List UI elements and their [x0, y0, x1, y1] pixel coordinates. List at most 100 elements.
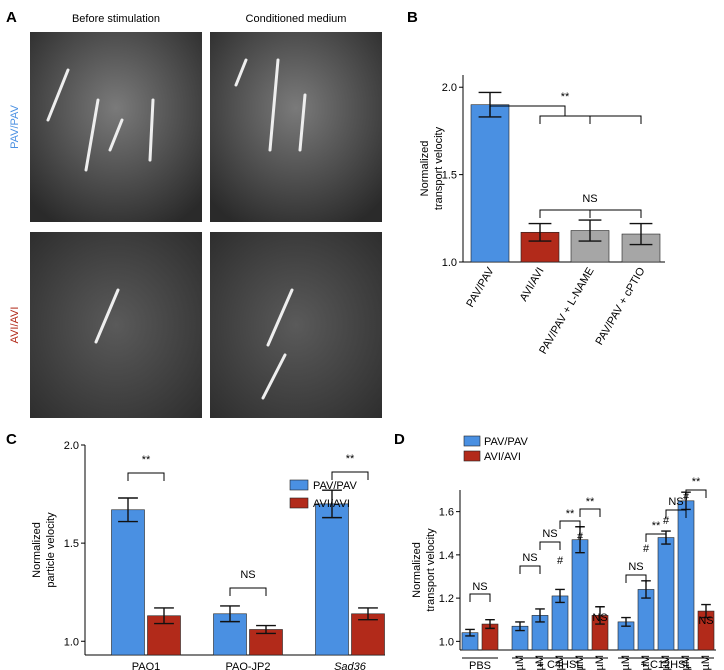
error-bar — [515, 621, 525, 632]
micrographs — [30, 32, 382, 418]
legend-swatch — [463, 450, 481, 462]
panel-label: A — [6, 9, 17, 26]
row-title: PAV/PAV — [9, 104, 21, 148]
bracket — [665, 509, 687, 518]
annotation: ** — [586, 496, 595, 508]
x-tick-label: PAV/PAV — [464, 265, 497, 310]
bar — [111, 509, 145, 656]
x-tick-label: AVI/AVI — [518, 266, 547, 304]
error-bar — [528, 222, 552, 242]
panel-label: D — [394, 431, 405, 448]
image — [210, 232, 382, 418]
annotation: # — [557, 555, 564, 567]
legend-swatch — [289, 497, 309, 509]
x-tick-label: 0.1 µM — [514, 655, 526, 670]
y-tick-label: 1.4 — [439, 550, 454, 562]
annotation: NS — [592, 612, 607, 624]
bracket — [489, 105, 642, 124]
annotation: ** — [561, 91, 570, 103]
bracket — [645, 533, 667, 542]
y-tick-label: 2.0 — [64, 440, 79, 452]
x-tick-label: 0.1 µM — [620, 655, 632, 670]
error-bar — [220, 605, 240, 623]
error-bar — [621, 616, 631, 627]
y-axis-label: Normalized — [31, 522, 43, 578]
annotation: NS — [522, 552, 537, 564]
error-bar — [322, 489, 342, 519]
x-tick-label: PAO-JP2 — [225, 661, 270, 670]
error-bar — [701, 603, 711, 619]
row-title: AVI/AVI — [9, 307, 21, 344]
y-tick-label: 1.6 — [439, 507, 454, 519]
panel-label: B — [407, 9, 418, 26]
y-tick-label: 1.0 — [64, 636, 79, 648]
bracket — [229, 587, 267, 596]
y-tick-label: 1.2 — [439, 593, 454, 605]
column-title: Before stimulation — [72, 13, 160, 25]
annotation: # — [643, 543, 650, 555]
y-axis-label: transport velocity — [433, 126, 445, 210]
bracket — [539, 541, 561, 550]
annotation: # — [663, 515, 670, 527]
image — [30, 32, 202, 222]
annotation: NS — [668, 496, 683, 508]
y-axis-label: particle velocity — [45, 512, 57, 588]
annotation: NS — [582, 193, 597, 205]
annotation: ** — [692, 476, 701, 488]
x-tick-label: 100 µM — [680, 655, 692, 670]
bar — [657, 537, 675, 651]
annotation: NS — [698, 615, 713, 627]
bar — [677, 500, 695, 651]
error-bar — [358, 607, 378, 621]
x-tick-label: 100 µM — [574, 655, 586, 670]
bracket — [539, 209, 642, 218]
group-label: PBS — [469, 660, 491, 670]
x-tick-label: Sad36 — [334, 661, 367, 670]
image — [30, 232, 202, 418]
annotation: # — [683, 491, 690, 503]
error-bar — [256, 624, 276, 635]
bracket — [625, 574, 647, 583]
error-bar — [485, 619, 495, 630]
y-axis-label: transport velocity — [425, 528, 437, 612]
x-tick-label: PAV/PAV + L-NAME — [537, 266, 596, 357]
bar — [315, 503, 349, 656]
annotation: ** — [142, 454, 151, 466]
x-tick-label: PAV/PAV + cPTIO — [593, 265, 647, 347]
y-axis-label: Normalized — [419, 141, 431, 197]
group-label: + C4HSL — [538, 659, 583, 670]
y-tick-label: 1.5 — [442, 170, 457, 182]
y-tick-label: 1.5 — [64, 538, 79, 550]
legend-label: PAV/PAV — [484, 436, 528, 448]
error-bar — [555, 588, 565, 604]
column-title: Conditioned medium — [246, 13, 347, 25]
legend-label: AVI/AVI — [313, 498, 350, 510]
y-tick-label: 1.0 — [439, 636, 454, 648]
bar — [571, 539, 589, 651]
bracket — [685, 489, 707, 498]
bracket — [469, 593, 491, 602]
x-tick-label: 10 µM — [554, 655, 566, 670]
x-tick-label: 1 µM — [534, 655, 546, 670]
bracket — [519, 565, 541, 574]
group-label: + C12HSL — [640, 659, 691, 670]
legend-label: PAV/PAV — [313, 480, 357, 492]
legend-label: AVI/AVI — [484, 451, 521, 463]
error-bar — [629, 222, 653, 246]
error-bar — [154, 607, 174, 625]
x-tick-label: 10 µM — [660, 655, 672, 670]
legend-swatch — [463, 435, 481, 447]
x-tick-label: 100 µM — [700, 655, 712, 670]
y-tick-label: 2.0 — [442, 82, 457, 94]
annotation: NS — [240, 569, 255, 581]
error-bar — [578, 219, 602, 242]
annotation: NS — [542, 528, 557, 540]
streaks — [46, 58, 307, 400]
x-tick-label: 1 µM — [640, 655, 652, 670]
error-bar — [465, 628, 475, 637]
bracket — [127, 472, 165, 481]
x-tick-label: PAO1 — [132, 661, 161, 670]
legend-swatch — [289, 479, 309, 491]
y-tick-label: 1.0 — [442, 257, 457, 269]
